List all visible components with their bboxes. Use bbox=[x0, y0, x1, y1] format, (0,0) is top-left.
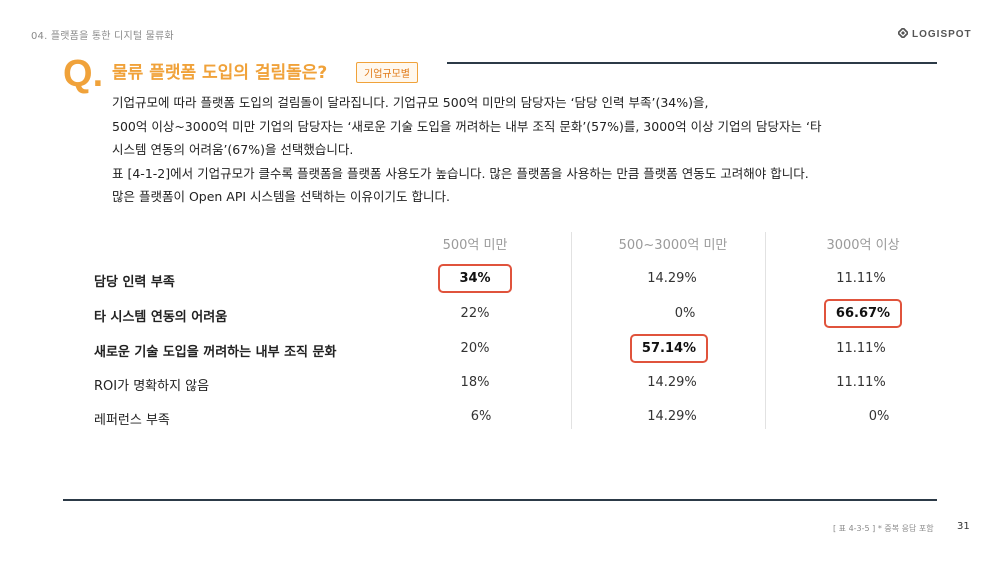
column-header-small: 500억 미만 bbox=[442, 238, 508, 253]
highlight-box bbox=[824, 299, 902, 328]
table-cell: 14.29% bbox=[647, 375, 697, 390]
row-label: ROI가 명확하지 않음 bbox=[94, 379, 210, 394]
row-label: 타 시스템 연동의 어려움 bbox=[94, 310, 228, 325]
question-dot: . bbox=[92, 53, 104, 95]
column-header-medium: 500~3000억 미만 bbox=[618, 238, 728, 253]
highlight-box bbox=[630, 334, 708, 363]
row-label: 새로운 기술 도입을 꺼려하는 내부 조직 문화 bbox=[94, 345, 337, 360]
table-cell: 0% bbox=[868, 409, 890, 424]
category-badge: 기업규모별 bbox=[356, 62, 418, 83]
description-line: 표 [4-1-2]에서 기업규모가 클수록 플랫폼을 플랫폼 사용도가 높습니다… bbox=[112, 165, 809, 181]
table-cell: 18% bbox=[460, 375, 490, 390]
question-mark: Q. bbox=[63, 52, 103, 96]
logo-text: LOGISPOT bbox=[912, 29, 972, 40]
table-cell: 11.11% bbox=[836, 341, 886, 356]
page-number: 31 bbox=[957, 521, 970, 532]
column-divider bbox=[765, 232, 766, 429]
table-cell: 14.29% bbox=[647, 409, 697, 424]
table-cell: 14.29% bbox=[647, 271, 697, 286]
table-cell: 0% bbox=[674, 306, 696, 321]
table-footnote: [ 표 4-3-5 ] * 중복 응답 포함 bbox=[833, 524, 934, 533]
title-rule bbox=[447, 62, 937, 64]
description-line: 기업규모에 따라 플랫폼 도입의 걸림돌이 달라집니다. 기업규모 500억 미… bbox=[112, 95, 709, 110]
table-cell: 11.11% bbox=[836, 375, 886, 390]
column-divider bbox=[571, 232, 572, 429]
table-cell: 66.67% bbox=[835, 306, 891, 321]
table-cell: 22% bbox=[460, 306, 490, 321]
breadcrumb: 04. 플랫폼을 통한 디지털 물류화 bbox=[31, 31, 174, 42]
question-letter: Q bbox=[63, 53, 93, 95]
row-label: 레퍼런스 부족 bbox=[94, 413, 170, 428]
table-cell: 34% bbox=[459, 271, 491, 286]
column-header-large: 3000억 이상 bbox=[826, 238, 900, 253]
row-label: 담당 인력 부족 bbox=[94, 275, 175, 290]
description-line: 시스템 연동의 어려움’(67%)을 선택했습니다. bbox=[112, 142, 354, 158]
description-line: 500억 이상~3000억 미만 기업의 담당자는 ‘새로운 기술 도입을 꺼려… bbox=[112, 118, 822, 134]
table-cell: 11.11% bbox=[836, 271, 886, 286]
bottom-rule bbox=[63, 499, 937, 501]
logo: LOGISPOT bbox=[898, 28, 972, 40]
description: 기업규모에 따라 플랫폼 도입의 걸림돌이 달라집니다. 기업규모 500억 미… bbox=[112, 91, 962, 209]
description-line: 많은 플랫폼이 Open API 시스템을 선택하는 이유이기도 합니다. bbox=[112, 189, 450, 205]
table-cell: 57.14% bbox=[641, 341, 697, 356]
table-cell: 6% bbox=[470, 409, 492, 424]
highlight-box bbox=[438, 264, 512, 293]
logispot-diamond-icon bbox=[898, 28, 908, 38]
page-title: 물류 플랫폼 도입의 걸림돌은? bbox=[112, 63, 328, 83]
table-cell: 20% bbox=[460, 341, 490, 356]
